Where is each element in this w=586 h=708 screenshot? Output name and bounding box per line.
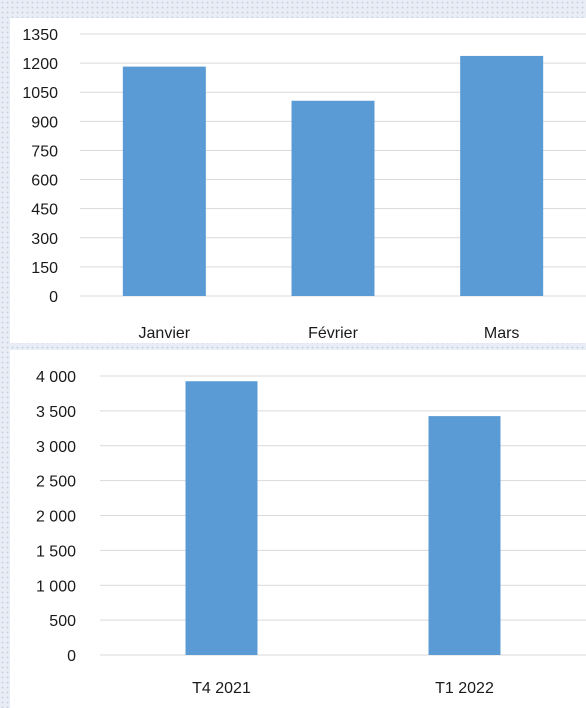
y-tick-label: 3 000 <box>36 439 76 456</box>
y-tick-label: 0 <box>67 648 76 665</box>
quarterly-chart-panel: 0 500 1 000 1 500 2 000 2 500 3 000 3 500 4 000 T… <box>10 350 586 708</box>
y-tick-label: 300 <box>31 231 58 248</box>
x-category-label: Janvier <box>139 325 191 342</box>
bar <box>185 381 258 655</box>
y-tick-label: 1 000 <box>36 578 76 595</box>
x-category-label: Mars <box>484 325 520 342</box>
y-tick-label: 1050 <box>22 85 58 102</box>
x-category-label: Février <box>308 325 358 342</box>
y-tick-label: 1350 <box>22 27 58 44</box>
y-tick-label: 500 <box>49 613 76 630</box>
y-tick-label: 4 000 <box>36 369 76 386</box>
y-tick-label: 900 <box>31 114 58 131</box>
y-tick-label: 0 <box>49 289 58 306</box>
quarterly-bar-chart: 0 500 1 000 1 500 2 000 2 500 3 000 3 500 4 000 T… <box>36 369 586 697</box>
y-tick-label: 2 500 <box>36 474 76 491</box>
bar <box>428 416 501 655</box>
monthly-bar-chart: 0 150 300 450 600 750 900 1050 1200 1350 Janvier Fé… <box>22 27 586 342</box>
y-tick-label: 600 <box>31 173 58 190</box>
bar <box>291 100 375 297</box>
y-tick-label: 3 500 <box>36 404 76 421</box>
monthly-chart-panel: 0 150 300 450 600 750 900 1050 1200 1350 Janvier Fé… <box>10 18 586 343</box>
x-category-label: T4 2021 <box>192 680 251 697</box>
y-tick-label: 1 500 <box>36 543 76 560</box>
bar <box>460 55 544 296</box>
y-tick-label: 2 000 <box>36 509 76 526</box>
y-tick-label: 150 <box>31 260 58 277</box>
y-tick-label: 750 <box>31 143 58 160</box>
x-category-label: T1 2022 <box>435 680 494 697</box>
y-tick-label: 1200 <box>22 56 58 73</box>
bar <box>122 66 206 296</box>
y-tick-label: 450 <box>31 202 58 219</box>
